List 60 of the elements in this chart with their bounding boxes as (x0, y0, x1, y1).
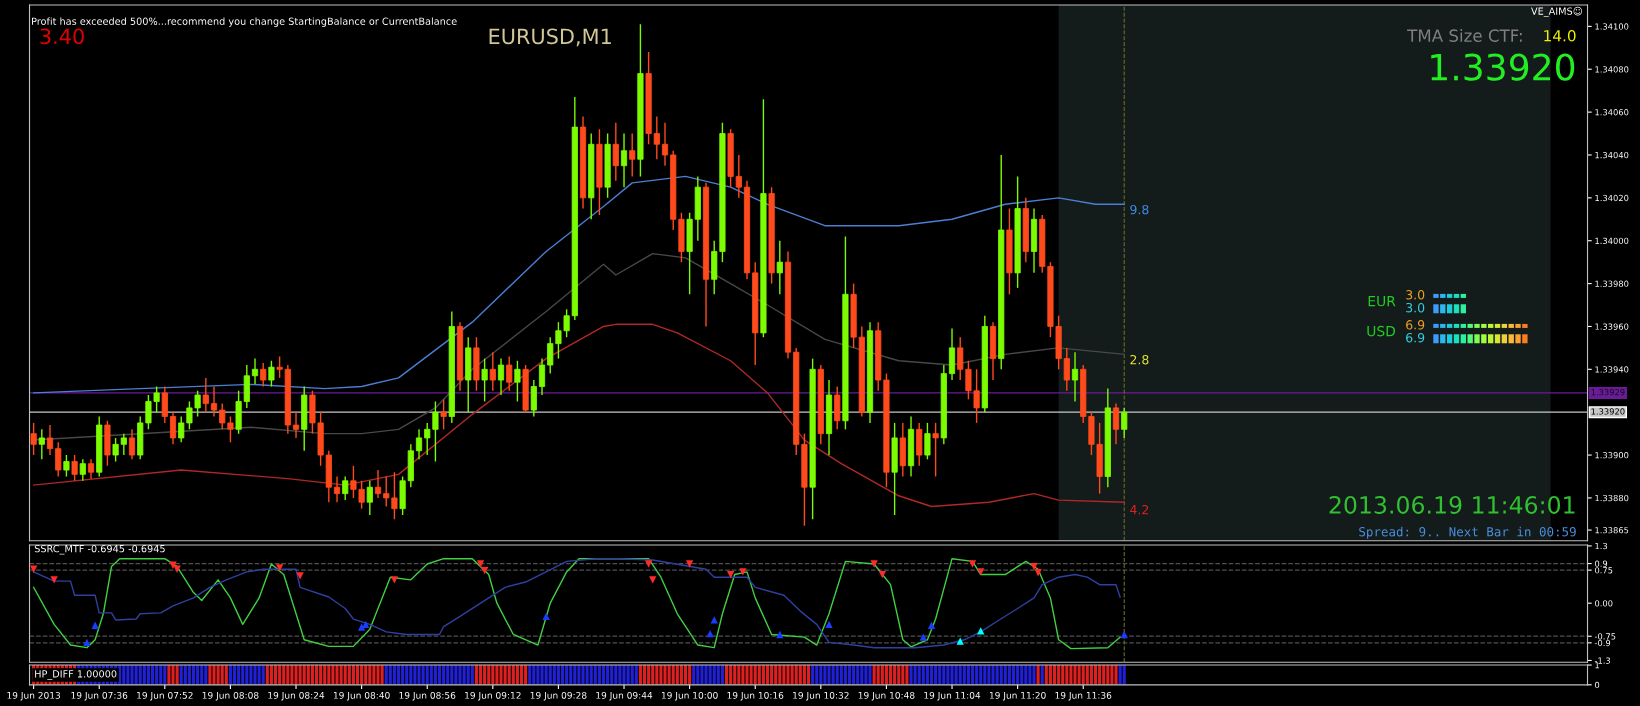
annotation: Profit has exceeded 500%...recommend you change StartingBalance or CurrentBalance (32, 17, 457, 27)
y-tick-label: 1.33980 (1595, 280, 1629, 287)
y-tick-label: 0.00 (1595, 600, 1613, 607)
y-tick-label: 1.3 (1595, 542, 1608, 550)
y-tick-label: 1.34020 (1595, 194, 1629, 202)
x-tick-label: 19 Jun 10:00 (661, 691, 718, 701)
y-tick-label: -1.3 (1594, 657, 1611, 664)
x-tick-label: 19 Jun 11:20 (989, 691, 1046, 701)
y-tick-label: 1.33940 (1595, 366, 1629, 373)
annotation: TMA Size CTF: (1407, 29, 1522, 42)
annotation: 6.9 (1406, 320, 1425, 330)
text: HP_DIFF 1.00000 (35, 670, 117, 680)
y-tick-label: 1.34060 (1595, 109, 1629, 116)
annotation: USD (1367, 325, 1396, 337)
y-tick-label: 1.34080 (1595, 66, 1629, 73)
annotation: 6.9 (1406, 332, 1425, 343)
annotation: 2013.06.19 11:46:01 (1329, 496, 1575, 514)
x-tick-label: 19 Jun 10:32 (793, 691, 849, 701)
y-tick-label: 0.75 (1595, 567, 1613, 574)
annotation: 14.0 (1544, 29, 1576, 42)
x-tick-label: 19 Jun 10:48 (858, 691, 915, 701)
x-tick-label: 19 Jun 07:52 (137, 691, 193, 701)
annotation: 3.40 (40, 28, 84, 45)
x-tick-label: 19 Jun 07:36 (71, 691, 128, 701)
annotation: 3.0 (1406, 302, 1425, 313)
annotation: 9.8 (1130, 204, 1149, 215)
y-tick-label: 1.34100 (1595, 23, 1629, 30)
y-tick-label: 1.33880 (1595, 494, 1629, 502)
y-tick-label: 1.34000 (1595, 237, 1629, 244)
annotation: EUR (1368, 296, 1396, 307)
y-tick-label: 0.9 (1595, 560, 1608, 567)
x-tick-label: 19 Jun 09:12 (465, 691, 521, 701)
text: EURUSD,M1 (489, 28, 611, 47)
x-tick-label: 19 Jun 08:24 (268, 691, 325, 701)
x-tick-label: 19 Jun 08:40 (333, 691, 390, 701)
x-tick-label: 19 Jun 08:08 (202, 691, 259, 701)
annotation: Spread: 9.. Next Bar in 00:59 (1359, 526, 1576, 539)
x-tick-label: 19 Jun 10:16 (727, 691, 784, 701)
y-tick-label: -0.75 (1594, 633, 1616, 640)
x-tick-label: 19 Jun 2013 (7, 691, 61, 701)
annotation: VE_AIMS☺ (1531, 6, 1583, 17)
ref-line-label: 1.33929 (1591, 389, 1625, 396)
y-tick-label: 1 (1595, 662, 1599, 669)
y-tick-label: 1.34040 (1595, 151, 1629, 159)
x-tick-label: 19 Jun 11:36 (1055, 691, 1112, 701)
y-tick-label: 1.33900 (1595, 452, 1629, 459)
annotation: 1.33920 (1431, 53, 1575, 81)
annotation: 2.8 (1130, 354, 1149, 365)
ref-line-label: 1.33920 (1591, 408, 1625, 415)
annotation: 3.0 (1406, 290, 1425, 300)
annotation: 4.2 (1130, 504, 1149, 515)
y-tick-label: 0 (1595, 681, 1600, 689)
x-tick-label: 19 Jun 08:56 (399, 691, 456, 701)
y-tick-label: 1.33960 (1595, 323, 1629, 330)
y-tick-label: 1.33865 (1595, 527, 1629, 534)
chart-title: SSRC_MTF -0.6945 -0.6945 (34, 544, 165, 555)
x-tick-label: 19 Jun 11:04 (924, 691, 981, 701)
x-tick-label: 19 Jun 09:44 (596, 691, 653, 701)
y-tick-label: -0.9 (1594, 639, 1611, 647)
x-tick-label: 19 Jun 09:28 (530, 691, 587, 701)
